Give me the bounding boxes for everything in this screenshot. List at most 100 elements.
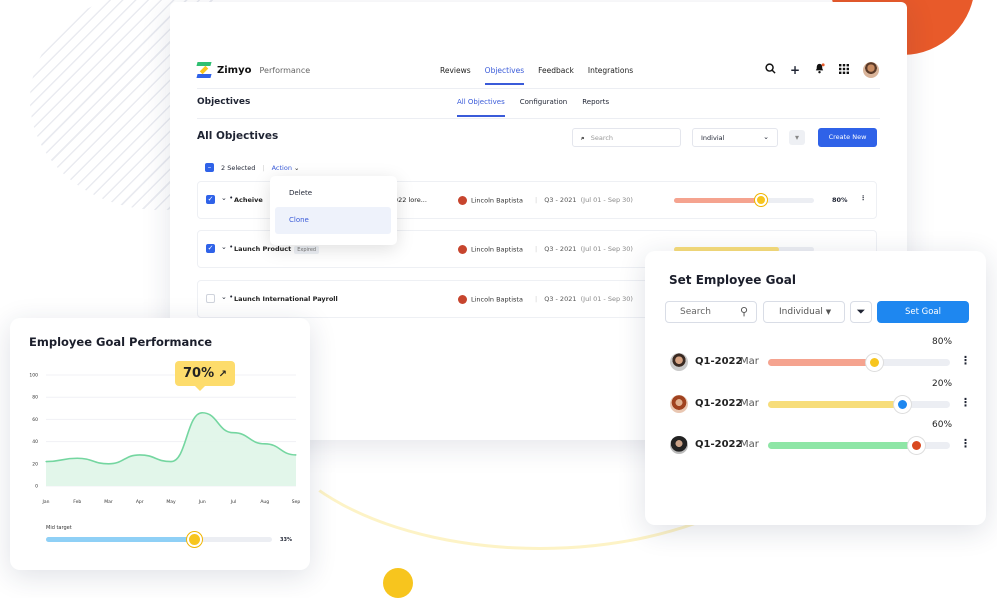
owner-avatar — [458, 196, 467, 205]
divider — [197, 118, 880, 119]
objective-name: Launch Product Expired — [234, 245, 320, 254]
goal-row: 20% Q1-2022 Mar ⋮ — [670, 379, 971, 418]
objective-name-tail: 2022 lore... — [389, 196, 427, 204]
nav-reviews[interactable]: Reviews — [440, 66, 471, 75]
y-tick-label: 20 — [32, 461, 38, 467]
employee-goal-performance-card: Employee Goal Performance 0 20 40 60 80 100 Ja… — [10, 318, 310, 570]
more-options-icon[interactable]: ⋮ — [960, 437, 971, 450]
search-input[interactable]: ⌕ Search — [572, 128, 681, 147]
tooltip-value: 70% — [183, 366, 215, 381]
grid-icon[interactable] — [839, 63, 849, 77]
search-icon: ⌕ — [581, 134, 585, 142]
select-value: Individual — [779, 307, 823, 317]
nav-integrations[interactable]: Integrations — [587, 66, 634, 75]
y-tick-label: 80 — [32, 395, 38, 401]
goal-knob[interactable] — [893, 396, 911, 413]
x-tick-label: Jun — [198, 499, 206, 505]
chevron-down-icon: ⌄ — [763, 133, 769, 141]
employee-avatar — [670, 436, 688, 454]
progress-track — [674, 247, 814, 252]
search-icon[interactable] — [765, 63, 776, 77]
owner-name: Lincoln Baptista — [471, 196, 523, 205]
period-range: (Jul 01 - Sep 30) — [580, 295, 633, 303]
section-title: Objectives — [197, 97, 251, 107]
set-goal-button[interactable]: Set Goal — [877, 301, 969, 323]
tab-reports[interactable]: Reports — [582, 98, 610, 106]
menu-item-delete[interactable]: Delete — [289, 189, 312, 197]
goal-knob-center — [897, 400, 907, 409]
brand-subtitle: Performance — [259, 65, 311, 75]
row-checkbox[interactable]: ✓ — [206, 195, 215, 204]
period-quarter: Q3 - 2021 — [544, 245, 577, 253]
chevron-down-icon[interactable]: ⌄ • — [221, 293, 234, 301]
tab-configuration[interactable]: Configuration — [519, 98, 568, 106]
objective-name-text: Acheive — [234, 196, 263, 204]
goal-knob-center — [912, 441, 922, 450]
goal-knob[interactable] — [187, 532, 203, 547]
series-area — [46, 412, 296, 486]
action-menu: Delete Clone — [270, 176, 397, 245]
x-tick-label: Sep — [292, 499, 301, 505]
x-tick-label: Jan — [42, 499, 50, 505]
nav-objectives[interactable]: Objectives — [485, 66, 524, 85]
owner-avatar — [458, 245, 467, 254]
plus-icon[interactable]: + — [789, 63, 800, 77]
more-options-icon[interactable]: ⋮ — [960, 396, 971, 409]
goal-fill — [768, 401, 903, 408]
tab-all-objectives[interactable]: All Objectives — [457, 98, 505, 117]
y-tick-label: 40 — [32, 439, 38, 445]
arrow-up-right-icon: ↗ — [218, 369, 228, 380]
goal-fill — [46, 537, 196, 542]
owner-avatar — [458, 295, 467, 304]
progress-knob[interactable] — [754, 194, 767, 206]
bell-icon[interactable] — [814, 63, 825, 77]
goal-type-select[interactable]: Individual ▼ — [763, 301, 845, 323]
objective-name-text: Launch Product — [234, 245, 292, 253]
period-quarter: Q3 - 2021 — [544, 295, 577, 303]
search-icon: ⚲ — [739, 305, 748, 318]
goal-row: 80% Q1-2022 Mar ⋮ — [670, 337, 971, 376]
type-select[interactable]: Indivial ⌄ — [692, 128, 778, 147]
goal-track — [768, 437, 950, 454]
row-checkbox[interactable] — [206, 294, 215, 303]
top-nav: Reviews Objectives Feedback Integrations — [440, 66, 633, 85]
set-employee-goal-card: Set Employee Goal Search ⚲ Individual ▼ ⏷… — [645, 251, 986, 525]
goal-quarter: Q1-2022 — [695, 356, 743, 367]
objective-row[interactable]: ✓ ⌄ • Acheive 2022 lore... Lincoln Baptis… — [197, 181, 877, 219]
more-options-icon[interactable]: ⋮ — [960, 354, 971, 367]
goal-knob-center — [870, 358, 880, 367]
chart-tooltip: 70% ↗ — [175, 361, 236, 391]
x-tick-label: Mar — [104, 499, 113, 505]
user-avatar[interactable] — [863, 62, 879, 78]
selected-count: 2 Selected — [221, 163, 256, 172]
more-options-icon[interactable]: ⋮ — [860, 194, 867, 202]
logo[interactable]: Zimyo Performance — [196, 62, 311, 78]
goal-knob[interactable] — [908, 437, 926, 454]
nav-feedback[interactable]: Feedback — [538, 66, 574, 75]
row-checkbox[interactable]: ✓ — [206, 244, 215, 253]
objective-row[interactable]: ⌄ • Launch International Payroll Lincoln… — [197, 280, 877, 318]
create-new-button[interactable]: Create New — [818, 128, 877, 147]
goal-search-input[interactable]: Search ⚲ — [665, 301, 757, 323]
period: | Q3 - 2021 (Jul 01 - Sep 30) — [535, 245, 633, 253]
period: | Q3 - 2021 (Jul 01 - Sep 30) — [535, 295, 633, 303]
chevron-down-icon[interactable]: ⌄ • — [221, 243, 234, 251]
menu-item-clone[interactable]: Clone — [275, 207, 391, 234]
card-title: Employee Goal Performance — [29, 335, 213, 349]
x-tick-label: Apr — [136, 499, 144, 505]
owner: Lincoln Baptista — [458, 196, 523, 205]
period-range: (Jul 01 - Sep 30) — [580, 196, 633, 204]
card-title: Set Employee Goal — [669, 273, 796, 287]
owner: Lincoln Baptista — [458, 245, 523, 254]
filter-icon[interactable]: ▾ — [789, 130, 805, 145]
filter-icon[interactable]: ⏷ — [850, 301, 872, 323]
goal-knob[interactable] — [866, 354, 884, 371]
objective-row[interactable]: ✓ ⌄ • Launch Product Expired Lincoln Bapt… — [197, 230, 877, 268]
action-label: Action — [271, 163, 292, 172]
x-tick-label: May — [166, 499, 176, 505]
action-dropdown[interactable]: Action ⌄ — [272, 164, 300, 172]
chevron-down-icon[interactable]: ⌄ • — [221, 194, 234, 202]
goal-track — [46, 532, 272, 547]
performance-chart: 0 20 40 60 80 100 Jan Feb Mar Apr May Jun Jul Aug Sep — [29, 373, 301, 506]
select-all-checkbox[interactable]: – — [205, 163, 214, 172]
